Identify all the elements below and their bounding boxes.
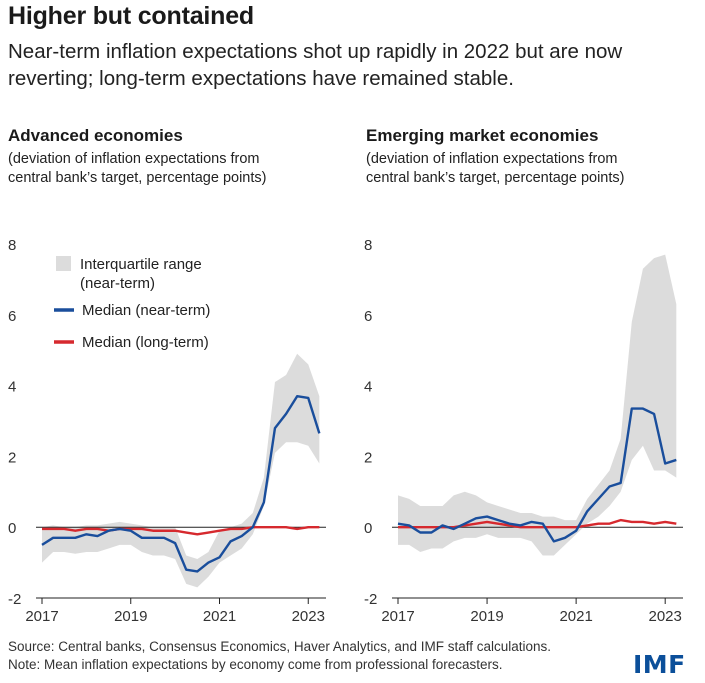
near-term-median-line [397,407,677,543]
y-tick-label: -2 [364,591,377,608]
x-tick-label: 2019 [470,608,503,625]
iqr-band [398,254,677,556]
panel-subtitle-line: (deviation of inflation expectations fro… [8,151,260,167]
y-tick-label: 0 [364,520,372,537]
y-tick-label: 4 [8,379,16,396]
x-tick-label: 2017 [381,608,414,625]
y-tick-label: 4 [364,379,372,396]
panel-subtitle-line: (deviation of inflation expectations fro… [366,151,618,167]
y-tick-label: 0 [8,520,16,537]
x-tick-label: 2021 [559,608,592,625]
charts-canvas: -2 0 2 4 6 8 2017 2019 2021 2023 -2 0 2 4 6 8 2017 2019 20… [8,237,683,625]
legend-iqr-label: (near-term) [80,275,155,292]
y-tick-label: 6 [364,308,372,325]
panel-subtitle-line: central bank’s target, percentage points… [366,170,625,186]
long-term-median-line [42,526,320,536]
source-note: Source: Central banks, Consensus Economi… [8,639,551,654]
y-tick-label: 8 [8,237,16,254]
near-term-median-line [41,395,321,573]
y-tick-label: 8 [364,237,372,254]
imf-logo: IMF [633,650,686,679]
x-tick-label: 2021 [203,608,236,625]
panel-subtitle-emerging: (deviation of inflation expectations fro… [366,150,705,188]
y-tick-label: 2 [364,449,372,466]
iqr-band [42,353,320,588]
y-tick-label: -2 [8,591,21,608]
x-tick-label: 2023 [292,608,325,625]
y-tick-label: 6 [8,308,16,325]
legend-long-label: Median (long-term) [82,334,209,351]
x-tick-label: 2019 [114,608,147,625]
footnote: Note: Mean inflation expectations by eco… [8,657,503,672]
legend-near-label: Median (near-term) [82,302,210,319]
panel-subtitle-line: central bank’s target, percentage points… [8,170,267,186]
chart-subtitle: Near-term inflation expectations shot up… [8,40,623,90]
panel-title-advanced: Advanced economies [8,126,183,145]
panel-title-emerging: Emerging market economies [366,126,599,145]
x-tick-label: 2023 [649,608,682,625]
x-tick-label: 2017 [25,608,58,625]
y-tick-label: 2 [8,449,16,466]
chart-title: Higher but contained [8,2,255,30]
panel-subtitle-advanced: (deviation of inflation expectations fro… [8,150,348,188]
legend-iqr-swatch [56,256,71,271]
legend-iqr-label: Interquartile range [80,256,202,273]
